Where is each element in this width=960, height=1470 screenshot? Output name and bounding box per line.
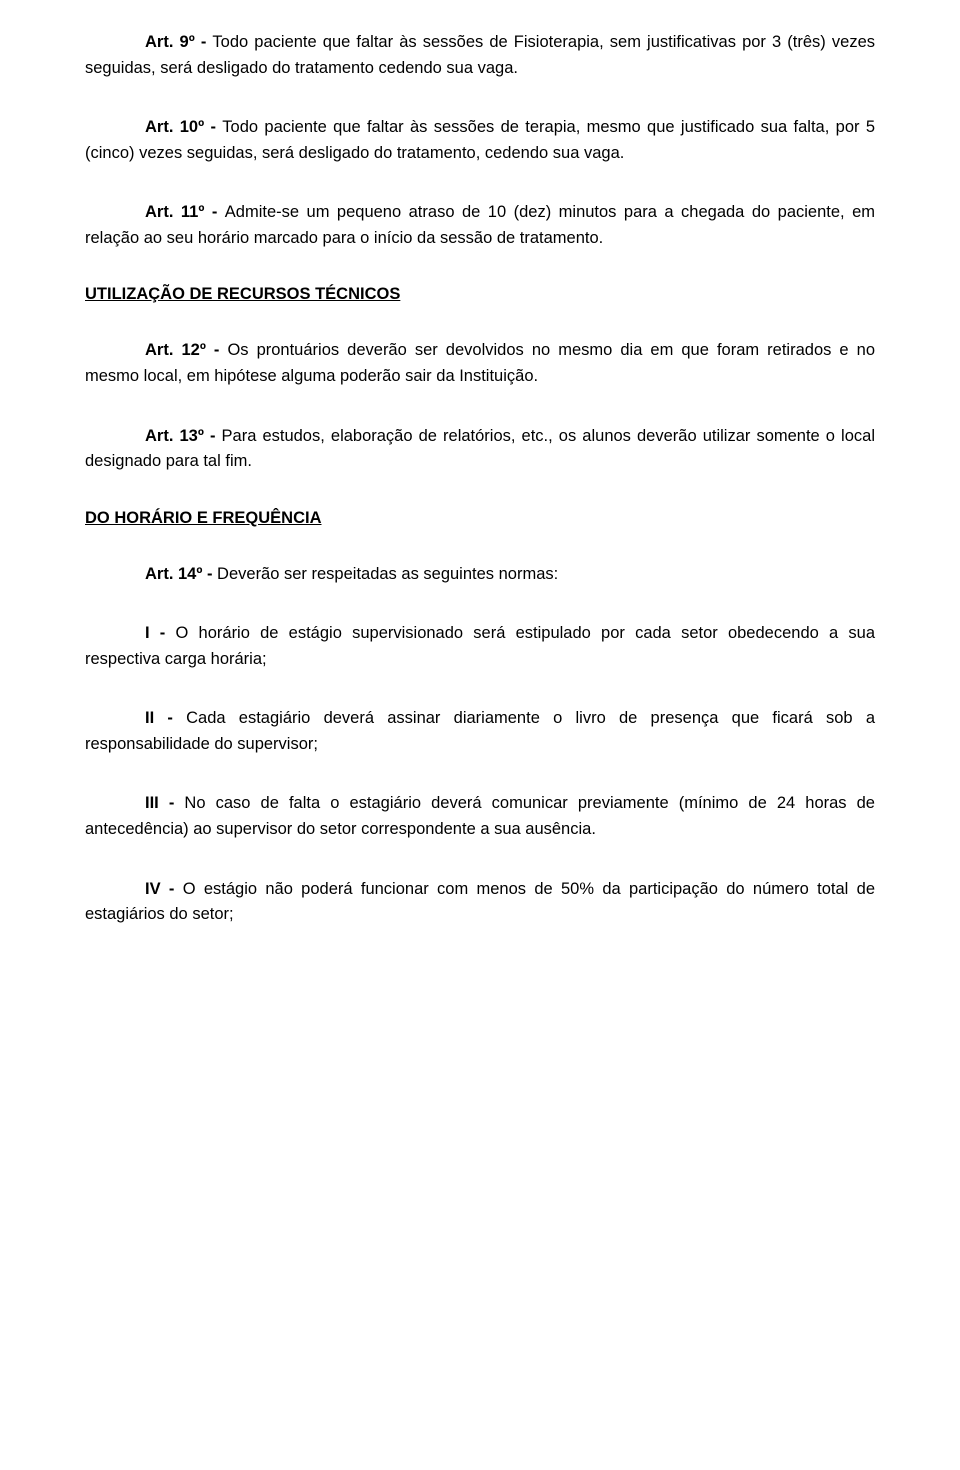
item-2-label: II - — [145, 709, 186, 727]
item-2: II - Cada estagiário deverá assinar diar… — [85, 706, 875, 757]
section-heading-horario: DO HORÁRIO E FREQUÊNCIA — [85, 509, 875, 528]
article-13-label: Art. 13º - — [145, 427, 222, 445]
article-10: Art. 10º - Todo paciente que faltar às s… — [85, 115, 875, 166]
section-heading-recursos: UTILIZAÇÃO DE RECURSOS TÉCNICOS — [85, 285, 875, 304]
item-3-text: No caso de falta o estagiário deverá com… — [85, 794, 875, 838]
item-2-text: Cada estagiário deverá assinar diariamen… — [85, 709, 875, 753]
article-13: Art. 13º - Para estudos, elaboração de r… — [85, 424, 875, 475]
article-9: Art. 9º - Todo paciente que faltar às se… — [85, 30, 875, 81]
item-3: III - No caso de falta o estagiário deve… — [85, 791, 875, 842]
article-12: Art. 12º - Os prontuários deverão ser de… — [85, 338, 875, 389]
item-4: IV - O estágio não poderá funcionar com … — [85, 877, 875, 928]
article-11: Art. 11º - Admite-se um pequeno atraso d… — [85, 200, 875, 251]
item-3-label: III - — [145, 794, 184, 812]
item-4-text: O estágio não poderá funcionar com menos… — [85, 880, 875, 924]
article-14-text: Deverão ser respeitadas as seguintes nor… — [217, 565, 558, 583]
article-10-label: Art. 10º - — [145, 118, 222, 136]
item-1-label: I - — [145, 624, 176, 642]
article-9-label: Art. 9º - — [145, 33, 212, 51]
item-4-label: IV - — [145, 880, 183, 898]
article-14: Art. 14º - Deverão ser respeitadas as se… — [85, 562, 875, 588]
article-11-label: Art. 11º - — [145, 203, 225, 221]
article-14-label: Art. 14º - — [145, 565, 217, 583]
article-12-label: Art. 12º - — [145, 341, 227, 359]
item-1-text: O horário de estágio supervisionado será… — [85, 624, 875, 668]
item-1: I - O horário de estágio supervisionado … — [85, 621, 875, 672]
